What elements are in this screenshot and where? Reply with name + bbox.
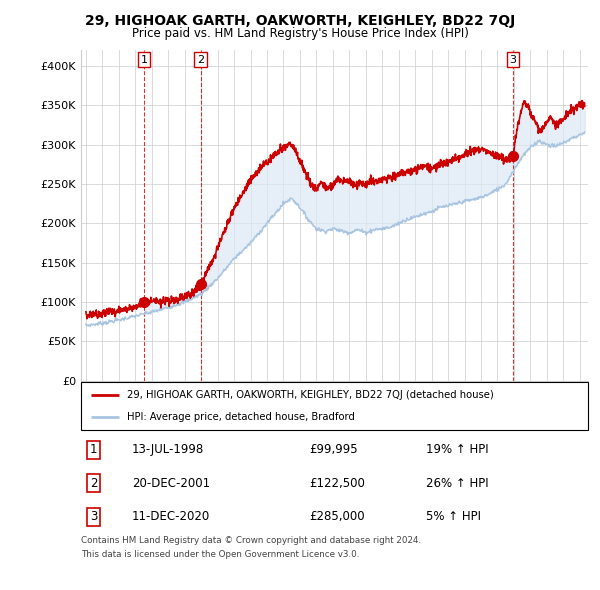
Text: This data is licensed under the Open Government Licence v3.0.: This data is licensed under the Open Gov… <box>81 550 359 559</box>
Text: £122,500: £122,500 <box>309 477 365 490</box>
Text: Price paid vs. HM Land Registry's House Price Index (HPI): Price paid vs. HM Land Registry's House … <box>131 27 469 40</box>
Text: 19% ↑ HPI: 19% ↑ HPI <box>426 443 488 456</box>
Text: 1: 1 <box>90 443 97 456</box>
Text: 11-DEC-2020: 11-DEC-2020 <box>132 510 210 523</box>
Text: 2: 2 <box>197 55 204 64</box>
Text: 1: 1 <box>141 55 148 64</box>
Text: 3: 3 <box>90 510 97 523</box>
Text: 2: 2 <box>90 477 97 490</box>
Text: Contains HM Land Registry data © Crown copyright and database right 2024.: Contains HM Land Registry data © Crown c… <box>81 536 421 545</box>
Text: 26% ↑ HPI: 26% ↑ HPI <box>426 477 488 490</box>
Text: £285,000: £285,000 <box>309 510 365 523</box>
Text: 20-DEC-2001: 20-DEC-2001 <box>132 477 210 490</box>
Text: HPI: Average price, detached house, Bradford: HPI: Average price, detached house, Brad… <box>127 412 355 422</box>
Text: 29, HIGHOAK GARTH, OAKWORTH, KEIGHLEY, BD22 7QJ (detached house): 29, HIGHOAK GARTH, OAKWORTH, KEIGHLEY, B… <box>127 390 493 400</box>
Text: 3: 3 <box>509 55 517 64</box>
Text: 29, HIGHOAK GARTH, OAKWORTH, KEIGHLEY, BD22 7QJ: 29, HIGHOAK GARTH, OAKWORTH, KEIGHLEY, B… <box>85 14 515 28</box>
Text: 5% ↑ HPI: 5% ↑ HPI <box>426 510 481 523</box>
Text: £99,995: £99,995 <box>309 443 358 456</box>
Text: 13-JUL-1998: 13-JUL-1998 <box>132 443 204 456</box>
